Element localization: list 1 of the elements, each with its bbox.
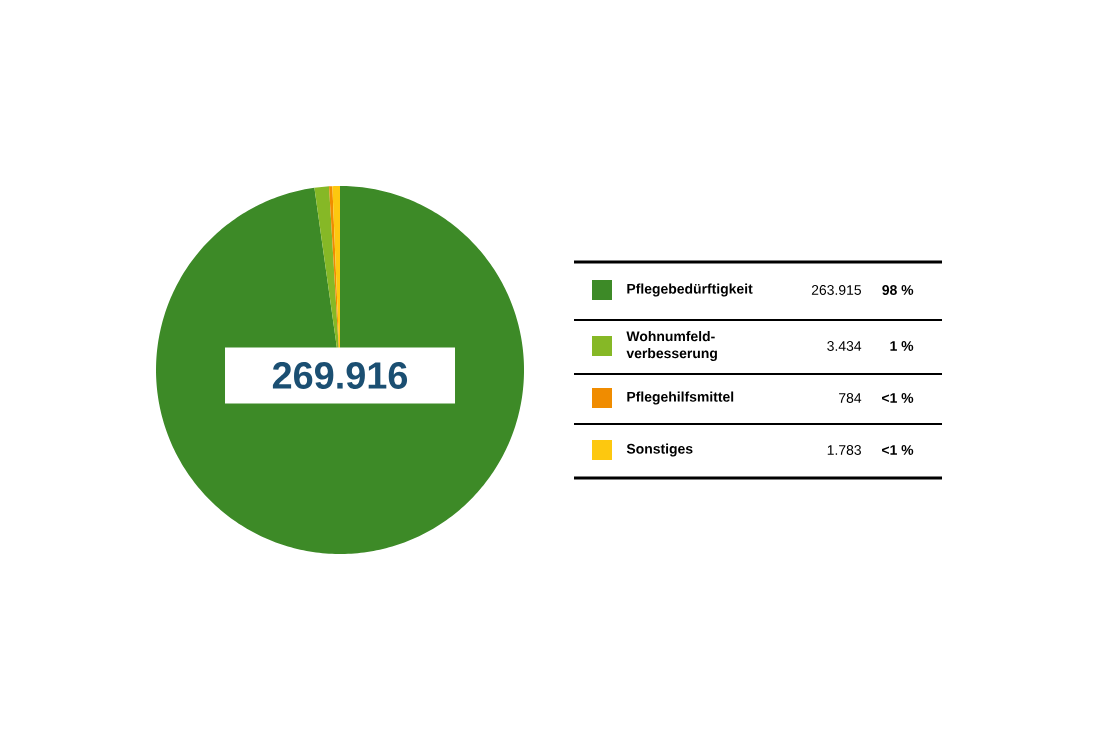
text: 269.916 xyxy=(272,362,408,389)
